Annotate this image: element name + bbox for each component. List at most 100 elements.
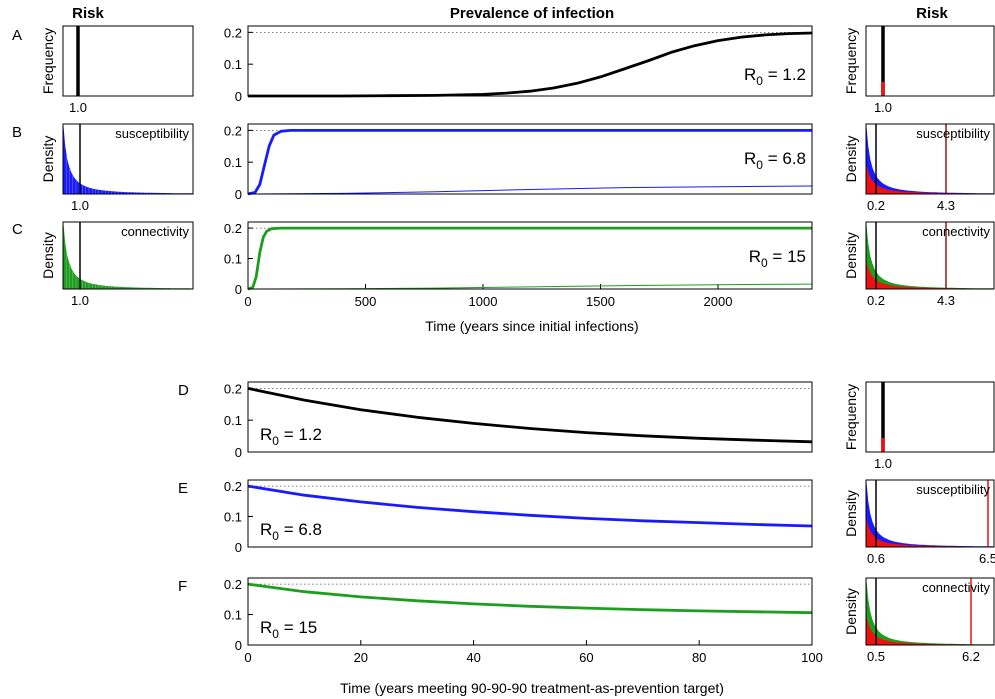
risk-frame xyxy=(62,221,194,290)
y-tick-label: 0.1 xyxy=(224,510,242,525)
series-line-main xyxy=(247,226,812,291)
plots-layer: 0 0.1 0.2 R0 = 1.2 A Frequency 1.0 Frequency 1.0… xyxy=(12,25,995,665)
risk-tick-label: 0.6 xyxy=(867,551,885,566)
y-tick-label: 0.2 xyxy=(224,123,242,138)
risk-frame xyxy=(865,221,995,290)
risk-density-label: connectivity xyxy=(922,580,990,595)
risk-panel-right-E: Density 0.6 6.5 susceptibility xyxy=(843,479,995,566)
risk-tick-label: 1.0 xyxy=(874,100,892,115)
panel-label-A: A xyxy=(12,27,22,44)
plot-frame xyxy=(247,25,813,97)
risk-panel-left-C: Density 1.0 connectivity xyxy=(40,221,194,308)
series-line-secondary xyxy=(247,283,813,290)
risk-y-label: Frequency xyxy=(843,384,859,450)
risk-y-label: Density xyxy=(40,136,56,183)
risk-frame xyxy=(62,25,194,97)
risk-tick-label: 0.2 xyxy=(867,198,885,213)
prevalence-panel-B: 0 0.1 0.2 R0 = 6.8 xyxy=(224,123,813,202)
x-tick-label: 0 xyxy=(244,294,251,309)
risk-density-label: susceptibility xyxy=(916,482,990,497)
y-tick-label: 0.1 xyxy=(224,252,242,267)
risk-frame xyxy=(865,381,995,453)
risk-tick-label: 4.3 xyxy=(937,198,955,213)
y-tick-label: 0 xyxy=(235,445,242,460)
risk-panel-left-B: Density 1.0 susceptibility xyxy=(40,123,194,213)
series-line-main xyxy=(247,484,813,528)
y-tick-label: 0.1 xyxy=(224,413,242,428)
risk-y-label: Frequency xyxy=(843,28,859,94)
plot-frame xyxy=(247,221,813,290)
x-tick-label: 1500 xyxy=(586,294,615,309)
y-tick-label: 0 xyxy=(235,89,242,104)
header-risk-left: Risk xyxy=(72,5,104,22)
r0-annotation: R0 = 15 xyxy=(749,247,806,270)
y-tick-label: 0 xyxy=(235,282,242,297)
y-tick-label: 0.1 xyxy=(224,608,242,623)
panel-label-F: F xyxy=(178,578,187,595)
risk-plot-area xyxy=(866,124,994,194)
y-tick-label: 0.2 xyxy=(224,221,242,236)
risk-tick-label: 6.2 xyxy=(962,649,980,664)
risk-y-label: Density xyxy=(40,232,56,279)
risk-plot-area xyxy=(63,222,193,289)
panel-label-C: C xyxy=(12,221,23,238)
x-axis-label-bottom: Time (years meeting 90-90-90 treatment-a… xyxy=(340,680,724,696)
risk-y-label: Frequency xyxy=(40,28,56,94)
risk-plot-area xyxy=(866,222,994,289)
x-tick-label: 60 xyxy=(579,650,593,665)
x-axis-label-top: Time (years since initial infections) xyxy=(425,318,638,334)
header-prevalence: Prevalence of infection xyxy=(450,5,614,22)
x-tick-label: 80 xyxy=(692,650,706,665)
x-tick-label: 1000 xyxy=(469,294,498,309)
risk-tick-label: 1.0 xyxy=(874,456,892,471)
risk-tick-label: 6.5 xyxy=(979,551,995,566)
series-line-main xyxy=(247,582,813,615)
risk-tick-label: 1.0 xyxy=(71,198,89,213)
x-tick-label: 2000 xyxy=(704,294,733,309)
risk-tick-label: 1.0 xyxy=(69,100,87,115)
y-tick-label: 0 xyxy=(235,540,242,555)
risk-panel-right-B: Density 0.2 4.3 susceptibility xyxy=(843,123,995,213)
risk-y-label: Density xyxy=(843,232,859,279)
risk-density-label: connectivity xyxy=(922,224,990,239)
plot-frame xyxy=(247,577,813,646)
series-line-main xyxy=(247,129,812,196)
risk-density-label: connectivity xyxy=(121,224,189,239)
series-line-main xyxy=(248,31,813,98)
risk-panel-left-A: Frequency 1.0 xyxy=(40,25,194,115)
series-line-main xyxy=(247,387,813,444)
r0-annotation: R0 = 6.8 xyxy=(744,149,806,172)
risk-panel-right-F: Density 0.5 6.2 connectivity xyxy=(843,577,995,664)
y-tick-label: 0 xyxy=(235,638,242,653)
risk-frame xyxy=(865,577,995,646)
prevalence-panel-F: 0 0.1 0.2 0 20 40 60 80 100 R0 = 15 xyxy=(224,577,823,665)
infected-density-area xyxy=(866,258,994,289)
r0-annotation: R0 = 1.2 xyxy=(744,65,806,88)
risk-y-label: Density xyxy=(843,136,859,183)
infected-density-area xyxy=(866,614,994,645)
risk-tick-label: 1.0 xyxy=(71,293,89,308)
risk-tick-label: 4.3 xyxy=(937,293,955,308)
y-tick-label: 0.1 xyxy=(224,155,242,170)
prevalence-panel-D: 0 0.1 0.2 R0 = 1.2 xyxy=(224,381,813,460)
x-tick-label: 40 xyxy=(466,650,480,665)
risk-frame xyxy=(865,123,995,195)
risk-frame xyxy=(865,479,995,548)
risk-y-label: Density xyxy=(843,588,859,635)
x-tick-label: 500 xyxy=(355,294,377,309)
panel-label-B: B xyxy=(12,124,22,141)
risk-frame xyxy=(62,123,194,195)
risk-plot-area xyxy=(63,124,193,194)
risk-y-label: Density xyxy=(843,490,859,537)
risk-density-label: susceptibility xyxy=(916,126,990,141)
x-tick-label: 100 xyxy=(801,650,823,665)
x-tick-label: 0 xyxy=(244,650,251,665)
y-tick-label: 0.2 xyxy=(224,381,242,396)
risk-panel-right-D: Frequency 1.0 xyxy=(843,381,995,471)
risk-density-label: susceptibility xyxy=(115,126,189,141)
risk-tick-label: 0.2 xyxy=(867,293,885,308)
r0-annotation: R0 = 1.2 xyxy=(260,425,322,448)
risk-tick-label: 0.5 xyxy=(867,649,885,664)
y-tick-label: 0.1 xyxy=(224,57,242,72)
